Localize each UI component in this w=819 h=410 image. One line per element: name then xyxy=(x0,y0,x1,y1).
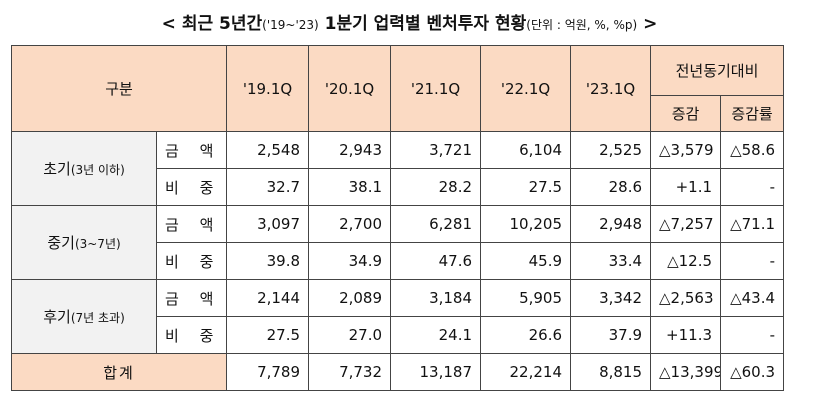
cell: 27.5 xyxy=(226,316,310,354)
cell: 27.5 xyxy=(480,168,572,206)
cell: 27.0 xyxy=(308,316,392,354)
cell: 3,721 xyxy=(390,131,482,169)
header-change: 증감 xyxy=(650,95,722,132)
row-label: 비 중 xyxy=(155,242,228,280)
title-prefix: < xyxy=(161,14,176,34)
group-label-mid: 중기(3~7년) xyxy=(11,205,157,280)
table-row: 비 중 27.5 27.0 24.1 26.6 37.9 +11.3 - xyxy=(12,316,785,354)
row-label: 금 액 xyxy=(155,279,228,317)
group-label-early: 초기(3년 이하) xyxy=(11,131,157,206)
title-main: 최근 5년간 xyxy=(181,14,263,34)
cell: 2,089 xyxy=(308,279,392,317)
cell-rate: - xyxy=(720,168,785,206)
header-change-rate: 증감률 xyxy=(720,95,785,132)
group-sub: (7년 초과) xyxy=(70,311,125,325)
cell-rate: △71.1 xyxy=(720,205,785,243)
row-label: 금 액 xyxy=(155,205,228,243)
header-year-2022: '22.1Q xyxy=(480,45,572,132)
total-row: 합계 7,789 7,732 13,187 22,214 8,815 △13,3… xyxy=(10,353,785,391)
cell: 8,815 xyxy=(570,353,652,391)
cell: 45.9 xyxy=(480,242,572,280)
cell-change: △2,563 xyxy=(650,279,722,317)
cell-change: +11.3 xyxy=(650,316,722,354)
title-suffix: > xyxy=(643,14,658,34)
cell: 38.1 xyxy=(308,168,392,206)
table-row: 중기(3~7년) 금 액 3,097 2,700 6,281 10,205 2,… xyxy=(11,205,785,280)
cell: 28.6 xyxy=(570,168,652,206)
cell: 39.8 xyxy=(226,242,310,280)
cell: 32.7 xyxy=(226,168,310,206)
header-year-2023: '23.1Q xyxy=(570,45,652,132)
header-yoy: 전년동기대비 xyxy=(650,45,785,96)
header-year-2020: '20.1Q xyxy=(308,45,392,132)
cell: 2,943 xyxy=(308,131,392,169)
header-category: 구분 xyxy=(10,45,228,132)
cell: 33.4 xyxy=(570,242,652,280)
cell: 2,144 xyxy=(226,279,310,317)
cell: 22,214 xyxy=(480,353,572,391)
cell: 24.1 xyxy=(390,316,482,354)
group-name: 중기 xyxy=(47,234,75,252)
group-sub: (3년 이하) xyxy=(70,163,125,177)
row-label: 금 액 xyxy=(155,131,228,169)
cell-rate: △60.3 xyxy=(720,353,785,391)
cell: 28.2 xyxy=(390,168,482,206)
cell-change: △12.5 xyxy=(650,242,722,280)
row-label: 비 중 xyxy=(155,168,228,206)
header-year-2021: '21.1Q xyxy=(390,45,482,132)
title-range: ('19~'23) xyxy=(262,18,319,32)
cell: 2,948 xyxy=(570,205,652,243)
cell-rate: △58.6 xyxy=(720,131,785,169)
cell: 2,548 xyxy=(226,131,310,169)
cell: 3,184 xyxy=(390,279,482,317)
cell: 3,342 xyxy=(570,279,652,317)
cell: 3,097 xyxy=(226,205,310,243)
row-label: 비 중 xyxy=(155,316,228,354)
cell-rate: - xyxy=(720,242,785,280)
table-row: 비 중 32.7 38.1 28.2 27.5 28.6 +1.1 - xyxy=(12,168,785,206)
cell: 13,187 xyxy=(390,353,482,391)
title-unit: (단위 : 억원, %, %p) xyxy=(526,18,638,32)
cell-rate: △43.4 xyxy=(720,279,785,317)
cell: 26.6 xyxy=(480,316,572,354)
table-row: 초기(3년 이하) 금 액 2,548 2,943 3,721 6,104 2,… xyxy=(11,131,785,206)
cell-rate: - xyxy=(720,316,785,354)
header-year-2019: '19.1Q xyxy=(226,45,310,132)
cell: 10,205 xyxy=(480,205,572,243)
page-title: < 최근 5년간('19~'23) 1분기 업력별 벤처투자 현황(단위 : 억… xyxy=(0,9,819,34)
cell: 47.6 xyxy=(390,242,482,280)
cell: 7,789 xyxy=(226,353,310,391)
group-name: 초기 xyxy=(43,160,71,178)
total-label: 합계 xyxy=(10,353,228,391)
cell-change: +1.1 xyxy=(650,168,722,206)
title-main2: 1분기 업력별 벤처투자 현황 xyxy=(324,14,527,34)
table-row: 후기(7년 초과) 금 액 2,144 2,089 3,184 5,905 3,… xyxy=(11,279,785,354)
cell-change: △13,399 xyxy=(650,353,722,391)
cell-change: △3,579 xyxy=(650,131,722,169)
cell: 37.9 xyxy=(570,316,652,354)
group-label-late: 후기(7년 초과) xyxy=(11,279,157,354)
cell: 34.9 xyxy=(308,242,392,280)
cell: 7,732 xyxy=(308,353,392,391)
cell-change: △7,257 xyxy=(650,205,722,243)
cell: 5,905 xyxy=(480,279,572,317)
venture-investment-table: 구분 '19.1Q '20.1Q '21.1Q '22.1Q '23.1Q 전년… xyxy=(10,45,785,391)
cell: 2,525 xyxy=(570,131,652,169)
group-name: 후기 xyxy=(43,308,71,326)
cell: 2,700 xyxy=(308,205,392,243)
cell: 6,104 xyxy=(480,131,572,169)
cell: 6,281 xyxy=(390,205,482,243)
group-sub: (3~7년) xyxy=(74,237,121,251)
